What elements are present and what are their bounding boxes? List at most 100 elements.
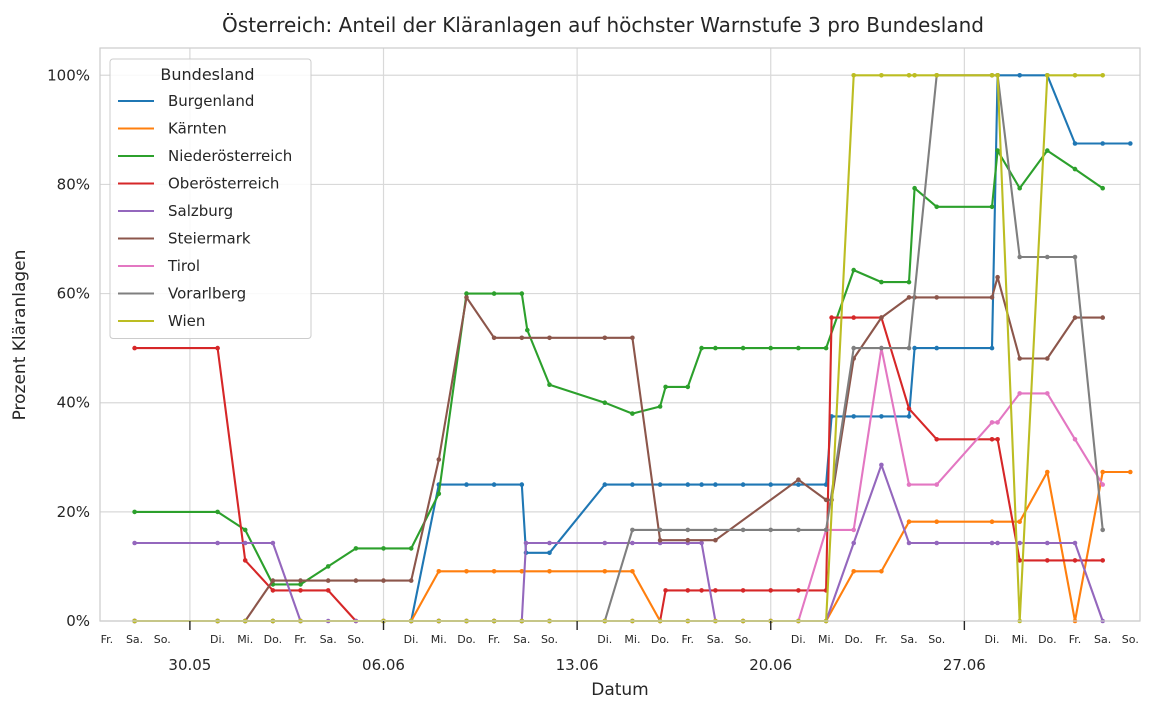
data-point — [934, 540, 939, 546]
series-line-salzburg — [134, 463, 1104, 623]
data-point — [1045, 356, 1050, 361]
data-point — [1045, 148, 1050, 153]
data-point — [1017, 519, 1022, 524]
data-point — [547, 569, 552, 574]
data-point — [1045, 469, 1050, 475]
data-point — [464, 482, 469, 487]
data-point — [436, 569, 442, 574]
x-day-label: So. — [928, 633, 945, 646]
legend-entry: Tirol — [167, 257, 200, 275]
data-point — [934, 73, 939, 78]
x-day-label: Fr. — [294, 633, 307, 646]
data-point — [298, 582, 303, 587]
data-point — [1045, 73, 1050, 78]
data-point — [408, 546, 414, 551]
data-point — [879, 569, 884, 574]
y-tick-label: 60% — [57, 285, 90, 303]
data-point — [519, 335, 525, 341]
x-day-label: Fr. — [1069, 633, 1082, 646]
data-point — [1045, 391, 1050, 396]
data-point — [1017, 391, 1022, 396]
data-point — [298, 588, 303, 593]
data-point — [823, 497, 829, 503]
data-point — [699, 482, 704, 487]
data-point — [242, 527, 248, 533]
legend-box — [109, 58, 312, 339]
data-point — [851, 345, 856, 351]
data-point — [685, 482, 691, 487]
data-point — [851, 315, 856, 320]
series-line-kärnten — [134, 470, 1131, 623]
data-point — [525, 327, 530, 333]
data-point — [906, 414, 912, 419]
data-point — [740, 527, 746, 533]
data-point — [270, 540, 276, 546]
legend-entry: Wien — [168, 312, 205, 330]
data-point — [740, 588, 746, 593]
data-point — [1100, 527, 1105, 533]
data-point — [906, 279, 912, 285]
x-day-label: Mi. — [818, 633, 834, 646]
data-point — [630, 527, 635, 533]
data-point — [879, 414, 884, 419]
data-point — [215, 345, 220, 351]
legend-entry: Steiermark — [168, 230, 251, 248]
data-point — [768, 345, 773, 351]
data-point — [796, 527, 801, 533]
x-day-label: Sa. — [900, 633, 917, 646]
data-point — [699, 345, 704, 351]
chart-title: Österreich: Anteil der Kläranlagen auf h… — [222, 13, 984, 37]
data-point — [851, 73, 856, 78]
data-point — [768, 588, 773, 593]
data-point — [464, 291, 469, 296]
data-point — [829, 315, 834, 320]
legend-entry: Oberösterreich — [168, 175, 279, 193]
x-day-label: So. — [541, 633, 558, 646]
data-point — [519, 482, 525, 487]
data-point — [325, 588, 331, 593]
legend-entry: Salzburg — [168, 202, 233, 220]
series-niederösterreich — [132, 148, 1105, 587]
x-day-label: Di. — [597, 633, 612, 646]
data-point — [1100, 141, 1105, 146]
data-point — [1128, 141, 1133, 146]
data-point — [602, 569, 608, 574]
x-day-label: Mi. — [237, 633, 253, 646]
x-day-label: Di. — [791, 633, 806, 646]
x-tick-label: 06.06 — [362, 656, 405, 674]
data-point — [1045, 540, 1050, 546]
data-point — [934, 437, 939, 442]
data-point — [1045, 254, 1050, 260]
data-point — [995, 148, 1000, 153]
data-point — [325, 578, 331, 583]
data-point — [713, 537, 718, 543]
data-point — [1017, 558, 1022, 563]
data-point — [879, 73, 884, 78]
data-point — [491, 291, 497, 296]
x-day-label: Fr. — [875, 633, 888, 646]
data-point — [491, 482, 497, 487]
data-point — [989, 437, 995, 442]
data-point — [934, 519, 939, 524]
data-point — [685, 537, 691, 543]
data-point — [1072, 73, 1078, 78]
data-point — [906, 406, 912, 412]
data-point — [713, 588, 718, 593]
data-point — [1072, 141, 1078, 146]
data-point — [602, 400, 608, 406]
legend: Bundesland Burgenland Kärnten Niederösterre… — [109, 58, 312, 339]
data-point — [906, 519, 912, 524]
data-point — [242, 558, 248, 563]
data-point — [995, 437, 1000, 442]
data-point — [685, 384, 691, 390]
data-point — [879, 279, 884, 285]
data-point — [796, 588, 801, 593]
data-point — [547, 382, 552, 388]
data-point — [663, 384, 668, 390]
x-day-label: Fr. — [488, 633, 501, 646]
data-point — [1128, 469, 1133, 475]
series-kärnten — [132, 469, 1133, 624]
data-point — [934, 345, 939, 351]
data-point — [740, 482, 746, 487]
data-point — [436, 491, 442, 497]
